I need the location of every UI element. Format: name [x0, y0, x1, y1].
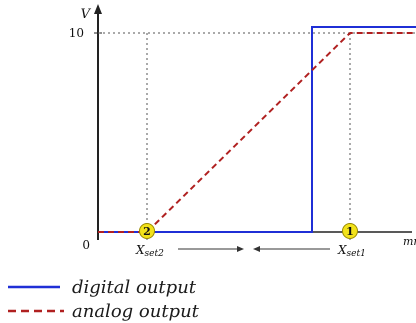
- legend-digital-label: digital output: [72, 277, 197, 298]
- marker-2: 2: [139, 223, 155, 239]
- analog-output-line: [98, 32, 416, 233]
- x-set2-label-sub: set2: [145, 249, 165, 259]
- x-set2-label-main: X: [135, 243, 145, 257]
- y-axis-label: V: [81, 7, 92, 22]
- y-tick-10: 10: [69, 26, 84, 40]
- right-arrow: [178, 246, 244, 252]
- x-set2-label: Xset2: [135, 243, 164, 259]
- x-set1-label: Xset1: [337, 243, 366, 259]
- left-arrow: [253, 246, 330, 252]
- x-axis-label: mm: [403, 235, 416, 248]
- digital-output-line: [98, 26, 416, 233]
- x-set1-label-main: X: [337, 243, 347, 257]
- marker-1-number: 1: [346, 225, 354, 238]
- y-axis-arrow: [94, 4, 102, 14]
- x-set1-label-sub: set1: [347, 249, 366, 259]
- marker-2-number: 2: [143, 225, 151, 238]
- legend: digital output analog output: [8, 277, 200, 322]
- marker-1: 1: [342, 223, 358, 239]
- legend-analog-label: analog output: [72, 301, 200, 322]
- origin-label: 0: [82, 238, 90, 252]
